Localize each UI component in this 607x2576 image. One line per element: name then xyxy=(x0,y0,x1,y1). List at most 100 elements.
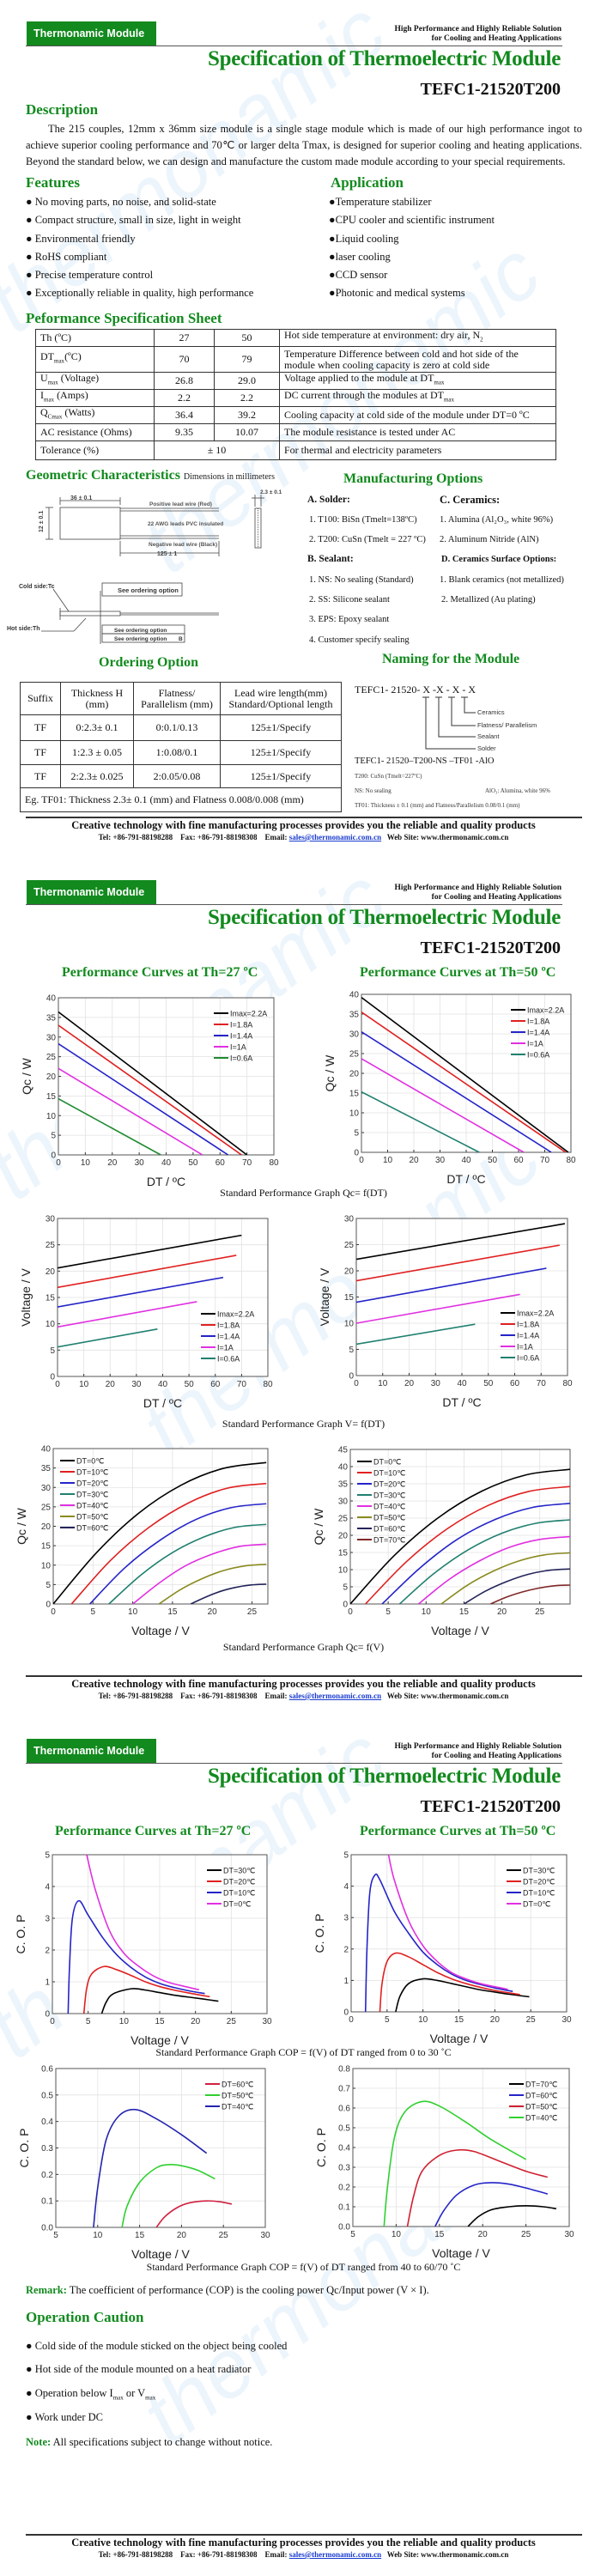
y-tick-label: 10 xyxy=(349,1109,360,1119)
series-line-2 xyxy=(356,1267,547,1303)
y-tick-label: 5 xyxy=(46,1581,51,1590)
surface-option: 1. Blank ceramics (not metallized) xyxy=(440,575,564,585)
legend-label: DT=20℃ xyxy=(523,1878,555,1886)
x-tick-label: 0 xyxy=(349,2015,354,2025)
application-item: ●Photonic and medical systems xyxy=(329,287,465,299)
page-title: Specification of Thermoelectric Module xyxy=(208,47,561,70)
footer-slogan: Creative technology with fine manufactur… xyxy=(71,819,536,831)
legend-label: Imax=2.2A xyxy=(217,1310,254,1319)
y-axis-label: Voltage / V xyxy=(318,1267,331,1326)
tagline: High Performance and Highly Reliable Sol… xyxy=(394,25,562,43)
geometric-units-note: Dimensions in millimeters xyxy=(183,472,276,482)
x-tick-label: 30 xyxy=(431,1379,441,1388)
legend-label: I=1.8A xyxy=(230,1021,252,1030)
y-tick-label: 0.1 xyxy=(338,2203,350,2213)
legend-label: DT=10℃ xyxy=(76,1468,108,1477)
manufacturing-heading: Manufacturing Options xyxy=(343,471,483,486)
x-tick-label: 30 xyxy=(131,1380,142,1389)
spec-row: Imax (Amps) 2.2 2.2 DC current through the … xyxy=(35,389,556,407)
x-tick-label: 60 xyxy=(510,1379,520,1388)
legend: DT=0℃ DT=10℃ DT=20℃ DT=30℃ DT=40℃ DT=50℃ DT=60… xyxy=(60,1457,108,1533)
legend-label: DT=0℃ xyxy=(373,1458,401,1467)
email-link[interactable]: sales@thermonamic.com.cn xyxy=(288,2550,382,2559)
y-tick-label: 40 xyxy=(349,991,360,1000)
spec-value-50: 29.0 xyxy=(214,372,280,390)
spec-row: Umax (Voltage) 26.8 29.0 Voltage applied to… xyxy=(35,372,556,390)
legend-label: I=0.6A xyxy=(527,1051,549,1060)
feature-item: ● RoHS compliant xyxy=(26,251,107,263)
features-heading: Features xyxy=(26,174,80,191)
y-tick-label: 20 xyxy=(46,1072,57,1082)
x-tick-label: 20 xyxy=(478,2230,489,2239)
email-link[interactable]: sales@thermonamic.com.cn xyxy=(288,833,382,841)
spec-value-50: 10.07 xyxy=(214,423,280,441)
series-line-3 xyxy=(58,1067,203,1155)
series-line-3 xyxy=(108,1523,267,1604)
solder-option: 2. T200: CuSn (Tmelt = 227 ºC) xyxy=(309,535,426,544)
plot-frame xyxy=(361,993,572,1153)
spec-table: Th (ºC) 27 50 Hot side temperature at envir… xyxy=(35,329,556,460)
x-tick-label: 25 xyxy=(219,2231,229,2240)
series-line-6 xyxy=(190,1583,267,1604)
series-line-2 xyxy=(93,2108,208,2227)
x-tick-label: 0 xyxy=(354,1379,359,1388)
x-axis-label: Voltage / V xyxy=(131,2247,190,2261)
y-tick-label: 30 xyxy=(46,1033,57,1042)
spec-value-27: 70 xyxy=(154,346,215,373)
series-line-1 xyxy=(82,1965,210,2014)
legend-label: DT=20℃ xyxy=(223,1878,255,1886)
tagline: High Performance and Highly Reliable Sol… xyxy=(394,884,562,902)
y-tick-label: 1 xyxy=(343,1977,349,1986)
x-axis-label: DT / ºC xyxy=(147,1175,185,1188)
legend-label: DT=50℃ xyxy=(76,1513,108,1522)
y-tick-label: 5 xyxy=(50,1346,55,1356)
footer-slogan: Creative technology with fine manufactur… xyxy=(71,2537,536,2549)
geometric-heading: Geometric Characteristics Dimensions in … xyxy=(26,468,276,483)
series-line-0 xyxy=(53,1461,267,1604)
legend-label: I=0.6A xyxy=(230,1054,252,1063)
x-tick-label: 60 xyxy=(215,1158,226,1168)
y-tick-label: 30 xyxy=(349,1030,360,1040)
series-line-4 xyxy=(58,1097,161,1155)
plot-frame xyxy=(52,1448,269,1605)
y-tick-label: 35 xyxy=(41,1464,52,1473)
series-line-0 xyxy=(58,1011,248,1155)
ordering-cell: 2:2.3± 0.025 xyxy=(60,764,134,788)
plot-frame xyxy=(352,2068,570,2227)
spec-value-50: 39.2 xyxy=(214,406,280,424)
naming-note: TF01: Thickness ± 0.1 (mm) and Flatness/… xyxy=(355,802,520,809)
surface-title: D. Ceramics Surface Options: xyxy=(441,555,557,564)
ordering-cell: 125±1/Specify xyxy=(220,714,342,741)
datum-label: B xyxy=(179,636,183,642)
legend-label: DT=10℃ xyxy=(223,1889,255,1898)
x-axis-label: Voltage / V xyxy=(430,2032,489,2045)
y-tick-label: 20 xyxy=(338,1532,349,1541)
series-line-2 xyxy=(89,1503,267,1604)
legend: Imax=2.2A I=1.8A I=1.4A I=1A I=0.6A xyxy=(214,1010,267,1063)
naming-pattern: TEFC1- 21520- X -X - X - X xyxy=(355,683,476,696)
legend: DT=0℃ DT=10℃ DT=20℃ DT=30℃ DT=40℃ DT=50℃ DT=60… xyxy=(357,1458,405,1545)
spec-row-tolerance: Tolerance (%) ± 10 For thermal and electri… xyxy=(35,440,556,460)
y-tick-label: 1 xyxy=(45,1978,50,1988)
legend-label: Imax=2.2A xyxy=(230,1010,267,1018)
ceramics-option: 1. Alumina (Al₂O₃, white 96%) xyxy=(440,515,554,525)
spec-value-27: 27 xyxy=(154,329,215,347)
series-line-1 xyxy=(58,1024,242,1155)
y-tick-label: 15 xyxy=(46,1294,56,1303)
x-tick-label: 40 xyxy=(457,1379,467,1388)
series-line-3 xyxy=(361,1058,525,1152)
legend-label: DT=30℃ xyxy=(223,1867,255,1875)
spec-parameter: Imax (Amps) xyxy=(35,389,155,407)
application-item: ●Liquid cooling xyxy=(329,233,399,245)
x-tick-label: 0 xyxy=(50,2017,55,2026)
legend-label: DT=60℃ xyxy=(76,1524,108,1533)
plot-frame xyxy=(350,1854,568,2013)
legend-label: I=1.4A xyxy=(217,1333,240,1341)
y-tick-label: 0.5 xyxy=(41,2091,53,2100)
caption-cop-low: Standard Performance Graph COP = f(V) of… xyxy=(155,2046,452,2058)
legend-label: DT=40℃ xyxy=(222,2103,253,2111)
series-line-0 xyxy=(395,1978,530,2012)
series-line-4 xyxy=(417,1535,570,1604)
ceramics-title: C. Ceramics: xyxy=(440,494,501,506)
email-link[interactable]: sales@thermonamic.com.cn xyxy=(288,1692,382,1700)
